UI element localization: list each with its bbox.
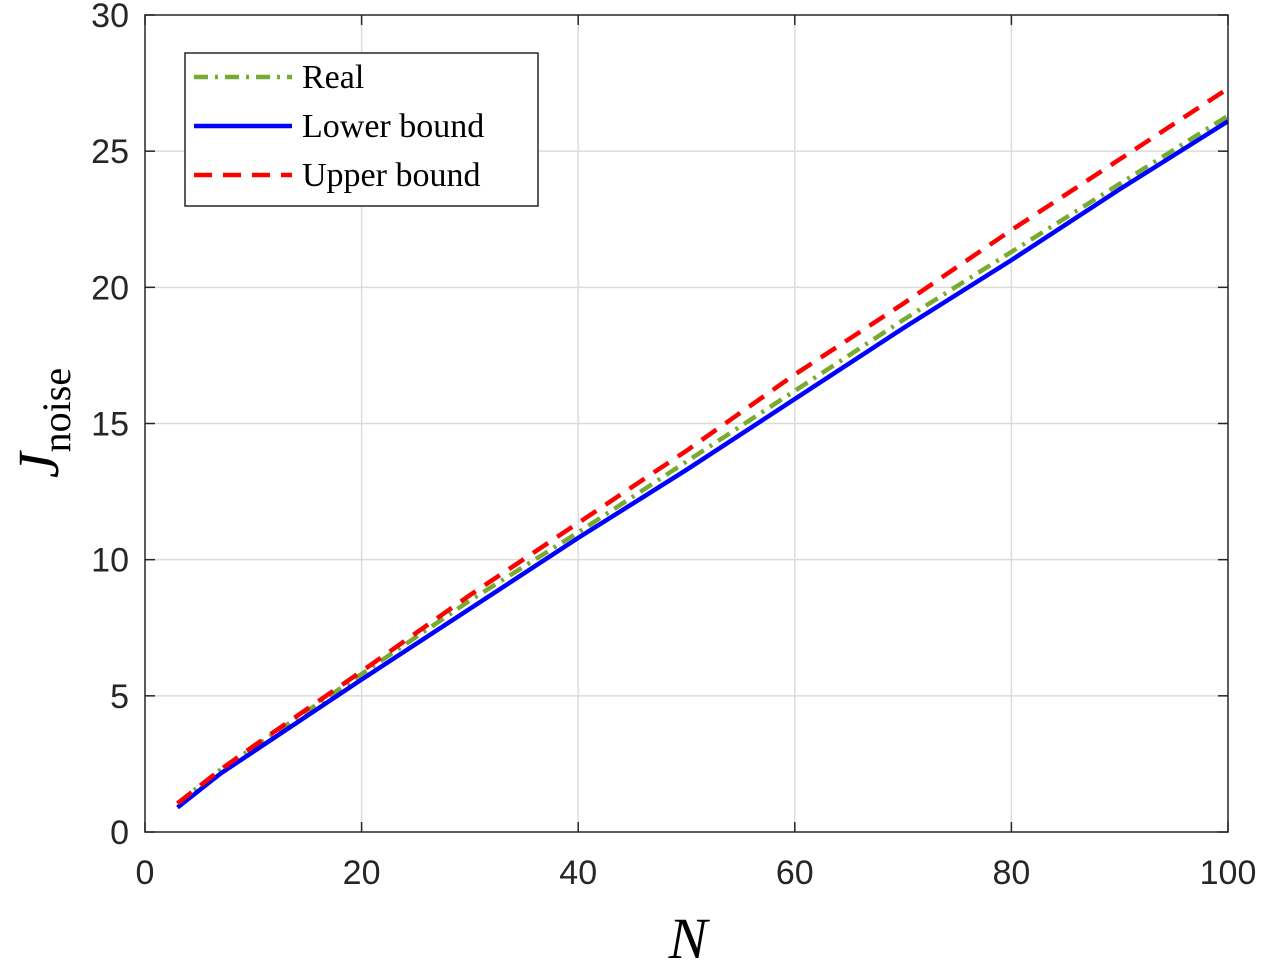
series-line-lower-bound <box>176 119 1230 810</box>
legend: Real Lower bound Upper bound <box>184 52 539 207</box>
y-tick-label: 25 <box>91 133 129 171</box>
series-line-real <box>176 113 1230 806</box>
y-axis-title-subscript: noise <box>34 368 79 452</box>
x-tick-label: 100 <box>1200 854 1257 892</box>
y-tick-label: 30 <box>91 0 129 35</box>
x-axis-title: N <box>668 906 711 961</box>
legend-label-real: Real <box>302 59 364 96</box>
legend-label-upper-bound: Upper bound <box>302 157 480 194</box>
x-tick-label: 0 <box>136 854 155 892</box>
x-tick-label: 60 <box>776 854 814 892</box>
svg-text:Jnoise: Jnoise <box>6 368 79 478</box>
y-tick-label: 10 <box>91 542 129 580</box>
legend-label-lower-bound: Lower bound <box>302 108 484 145</box>
x-tick-label: 20 <box>343 854 381 892</box>
y-tick-label: 5 <box>110 678 129 716</box>
ticks <box>144 14 1229 833</box>
y-tick-label: 20 <box>91 269 129 307</box>
legend-box <box>184 52 539 207</box>
y-axis-title-main: J <box>6 449 71 478</box>
y-tick-label: 15 <box>91 406 129 444</box>
tick-labels: 0 20 40 60 80 100 0 5 10 15 20 25 30 <box>91 0 1256 892</box>
series-layer <box>176 86 1230 810</box>
y-tick-label: 0 <box>110 814 129 852</box>
series-line-upper-bound <box>176 86 1230 806</box>
x-tick-label: 80 <box>992 854 1030 892</box>
y-axis-title: Jnoise <box>6 368 79 478</box>
x-tick-label: 40 <box>559 854 597 892</box>
